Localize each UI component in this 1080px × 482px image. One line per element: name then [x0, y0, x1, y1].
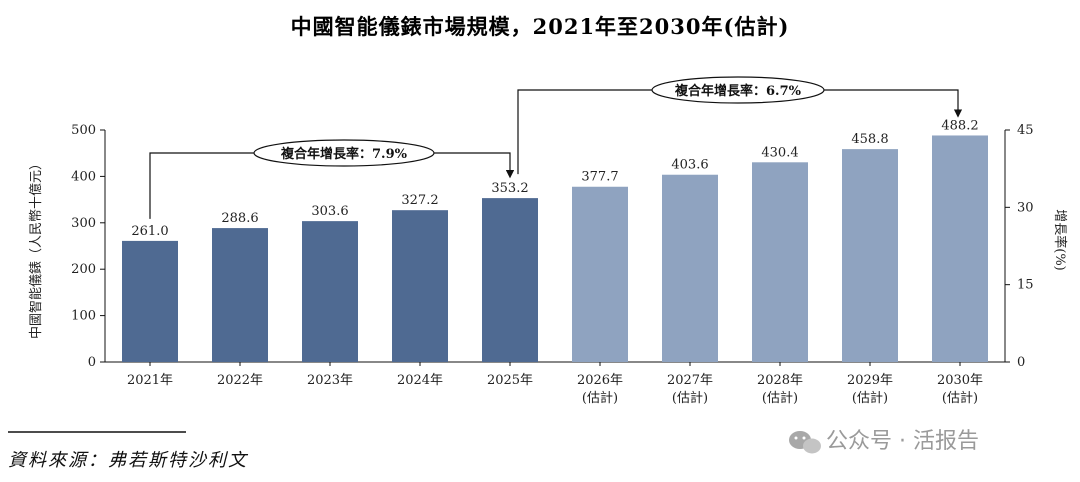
bar [482, 198, 538, 362]
bar [842, 149, 898, 362]
x-tick-label: 2030年 [937, 373, 983, 388]
x-tick-sublabel: (估計) [762, 390, 798, 406]
wechat-icon [789, 431, 821, 454]
x-tick-sublabel: (估計) [582, 390, 618, 406]
bars: 261.0 288.6 303.6 327.2 353.2 377.7 403.6 430.4… [122, 118, 988, 362]
y-tick-label: 500 [71, 123, 96, 138]
watermark: 公众号 · 活报告 [789, 429, 979, 454]
y-axis-title: 中國智能儀錶（人民幣十億元） [28, 157, 44, 339]
y2-axis-title: 增長率(%) [1052, 209, 1068, 271]
bar [212, 228, 268, 362]
bar [752, 162, 808, 362]
x-tick-sublabel: (估計) [942, 390, 978, 406]
cagr-label: 複合年增長率：7.9% [280, 146, 408, 162]
cagr-bubble [651, 76, 825, 104]
cagr-annotations: 複合年增長率：7.9% 複合年增長率：6.7% [149, 76, 963, 219]
data-label: 403.6 [671, 158, 708, 173]
y-tick-label: 200 [71, 262, 96, 277]
y2-tick-label: 0 [1017, 355, 1025, 370]
data-label: 303.6 [311, 204, 348, 219]
data-label: 488.2 [941, 118, 978, 133]
chart-title: 中國智能儀錶市場規模，2021年至2030年(估計) [291, 14, 790, 39]
x-tick-label: 2024年 [397, 373, 443, 388]
x-tick-sublabel: (估計) [852, 390, 888, 406]
axes: 0 100 200 300 400 500 0 15 30 45 2021年 2022年 2023年 20… [71, 123, 1033, 406]
data-label: 261.0 [131, 224, 168, 239]
data-label: 458.8 [851, 132, 888, 147]
x-tick-label: 2029年 [847, 373, 893, 388]
y2-tick-label: 30 [1017, 200, 1034, 215]
cagr-label: 複合年增長率：6.7% [674, 83, 802, 99]
y-tick-label: 100 [71, 309, 96, 324]
bar [572, 186, 628, 362]
bar [662, 174, 718, 362]
data-label: 288.6 [221, 211, 258, 226]
x-tick-label: 2027年 [667, 373, 713, 388]
y2-tick-label: 45 [1017, 123, 1034, 138]
x-tick-label: 2028年 [757, 373, 803, 388]
x-tick-label: 2023年 [307, 373, 353, 388]
bar [932, 135, 988, 362]
data-label: 327.2 [401, 193, 438, 208]
x-tick-label: 2025年 [487, 373, 533, 388]
x-tick-label: 2021年 [127, 373, 173, 388]
y2-tick-label: 15 [1017, 278, 1034, 293]
x-tick-label: 2026年 [577, 373, 623, 388]
source-note: 資料來源：弗若斯特沙利文 [8, 450, 249, 471]
bar [122, 240, 178, 362]
y-tick-label: 300 [71, 216, 96, 231]
cagr-bubble [253, 139, 435, 167]
bar [392, 210, 448, 362]
y-tick-label: 400 [71, 169, 96, 184]
watermark-text: 公众号 · 活报告 [826, 429, 979, 454]
x-tick-label: 2022年 [217, 373, 263, 388]
data-label: 377.7 [581, 170, 618, 185]
data-label: 353.2 [491, 181, 528, 196]
y-tick-label: 0 [88, 355, 96, 370]
x-tick-sublabel: (估計) [672, 390, 708, 406]
data-label: 430.4 [761, 145, 798, 160]
bar [302, 221, 358, 362]
